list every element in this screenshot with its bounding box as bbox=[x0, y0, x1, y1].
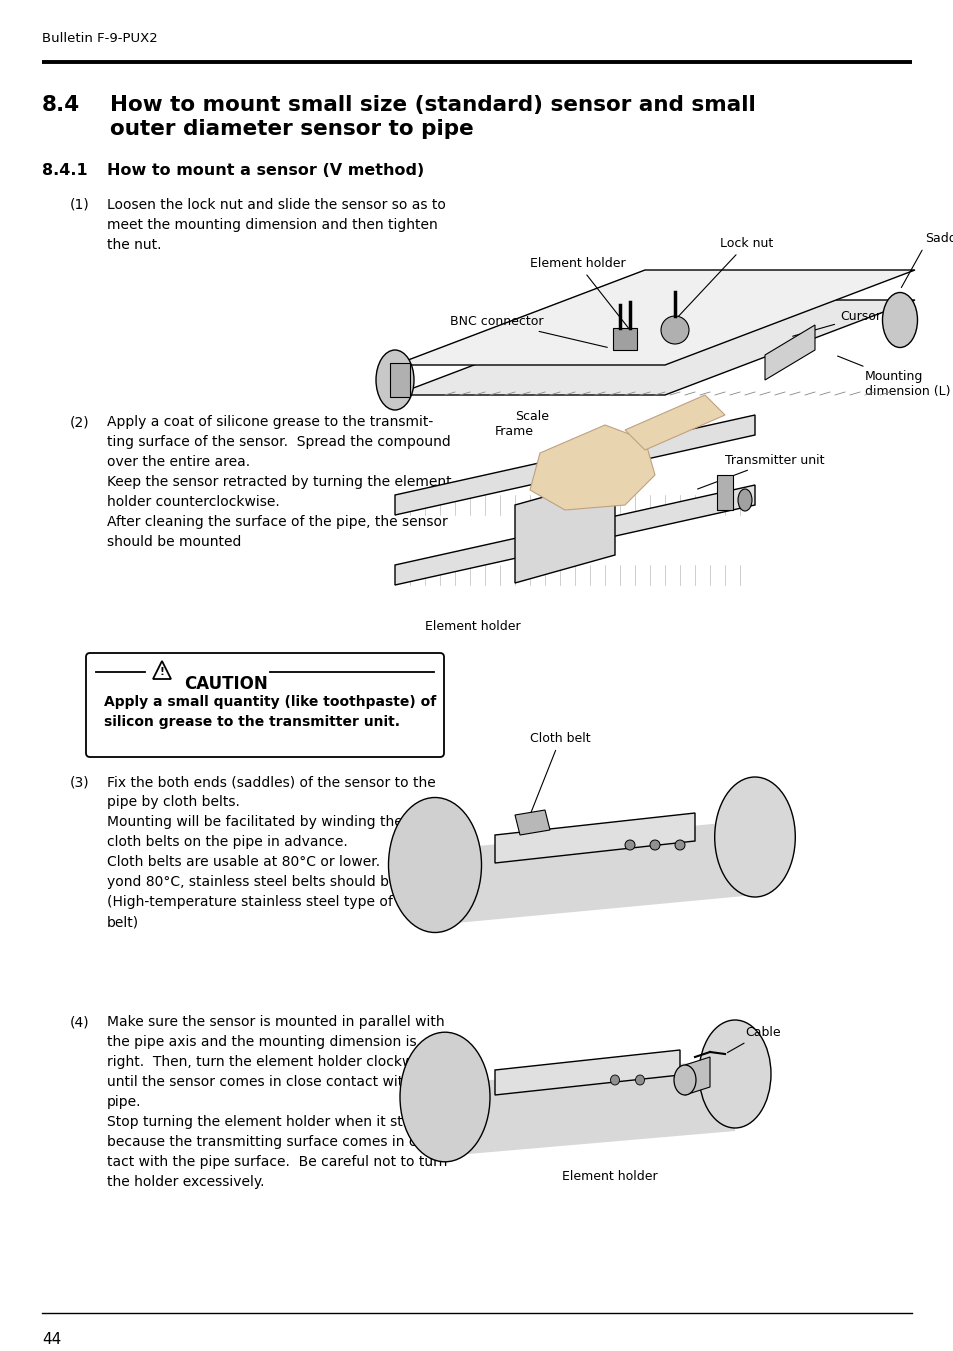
FancyBboxPatch shape bbox=[86, 653, 443, 757]
Text: (1): (1) bbox=[70, 199, 90, 212]
Text: Scale: Scale bbox=[515, 409, 548, 423]
Text: BNC connector: BNC connector bbox=[450, 315, 607, 347]
Text: Apply a small quantity (like toothpaste) of
silicon grease to the transmitter un: Apply a small quantity (like toothpaste)… bbox=[104, 694, 436, 730]
Text: (3): (3) bbox=[70, 775, 90, 789]
Ellipse shape bbox=[738, 489, 751, 511]
Ellipse shape bbox=[660, 316, 688, 345]
Polygon shape bbox=[395, 485, 754, 585]
Text: Apply a coat of silicone grease to the transmit-
ting surface of the sensor.  Sp: Apply a coat of silicone grease to the t… bbox=[107, 415, 451, 550]
Text: Cable: Cable bbox=[726, 1025, 780, 1052]
Text: Lock nut: Lock nut bbox=[677, 236, 773, 317]
Ellipse shape bbox=[882, 293, 917, 347]
Text: 8.4: 8.4 bbox=[42, 95, 80, 115]
Ellipse shape bbox=[399, 1032, 490, 1162]
Ellipse shape bbox=[388, 797, 481, 932]
Text: Loosen the lock nut and slide the sensor so as to
meet the mounting dimension an: Loosen the lock nut and slide the sensor… bbox=[107, 199, 445, 253]
Polygon shape bbox=[444, 1059, 734, 1156]
Text: (4): (4) bbox=[70, 1015, 90, 1029]
Polygon shape bbox=[515, 811, 550, 835]
Ellipse shape bbox=[375, 350, 414, 409]
Text: Frame: Frame bbox=[495, 426, 534, 438]
Text: Mounting
dimension (L): Mounting dimension (L) bbox=[837, 357, 949, 399]
Text: How to mount small size (standard) sensor and small
outer diameter sensor to pip: How to mount small size (standard) senso… bbox=[110, 95, 755, 139]
Text: How to mount a sensor (V method): How to mount a sensor (V method) bbox=[107, 163, 424, 178]
Polygon shape bbox=[495, 1050, 679, 1096]
Ellipse shape bbox=[635, 1075, 644, 1085]
Polygon shape bbox=[395, 300, 914, 394]
Text: CAUTION: CAUTION bbox=[184, 676, 268, 693]
Text: 44: 44 bbox=[42, 1332, 61, 1347]
Polygon shape bbox=[395, 270, 914, 365]
Bar bbox=[613, 328, 637, 350]
Text: Cursor: Cursor bbox=[792, 311, 880, 336]
Ellipse shape bbox=[624, 840, 635, 850]
Polygon shape bbox=[684, 1056, 709, 1096]
Polygon shape bbox=[530, 426, 655, 509]
Text: Element holder: Element holder bbox=[561, 1170, 658, 1183]
Text: Element holder: Element holder bbox=[424, 620, 520, 634]
Text: Bulletin F-9-PUX2: Bulletin F-9-PUX2 bbox=[42, 32, 157, 45]
Ellipse shape bbox=[714, 777, 795, 897]
Ellipse shape bbox=[699, 1020, 770, 1128]
Polygon shape bbox=[395, 415, 754, 515]
Text: Fix the both ends (saddles) of the sensor to the
pipe by cloth belts.
Mounting w: Fix the both ends (saddles) of the senso… bbox=[107, 775, 439, 929]
Text: Transmitter unit: Transmitter unit bbox=[697, 454, 823, 489]
Text: !: ! bbox=[159, 667, 164, 677]
Polygon shape bbox=[515, 477, 615, 584]
Ellipse shape bbox=[675, 840, 684, 850]
Polygon shape bbox=[495, 813, 695, 863]
Polygon shape bbox=[435, 820, 754, 925]
Ellipse shape bbox=[610, 1075, 618, 1085]
Text: 8.4.1: 8.4.1 bbox=[42, 163, 88, 178]
Polygon shape bbox=[624, 394, 724, 450]
Text: Cloth belt: Cloth belt bbox=[530, 732, 590, 812]
Text: Element holder: Element holder bbox=[530, 257, 628, 328]
Bar bbox=[717, 476, 732, 509]
Text: Saddle: Saddle bbox=[901, 232, 953, 288]
Polygon shape bbox=[390, 363, 410, 397]
Polygon shape bbox=[152, 661, 171, 680]
Polygon shape bbox=[764, 326, 814, 380]
Text: Make sure the sensor is mounted in parallel with
the pipe axis and the mounting : Make sure the sensor is mounted in paral… bbox=[107, 1015, 447, 1189]
Text: (2): (2) bbox=[70, 415, 90, 430]
Ellipse shape bbox=[649, 840, 659, 850]
Ellipse shape bbox=[673, 1065, 696, 1096]
